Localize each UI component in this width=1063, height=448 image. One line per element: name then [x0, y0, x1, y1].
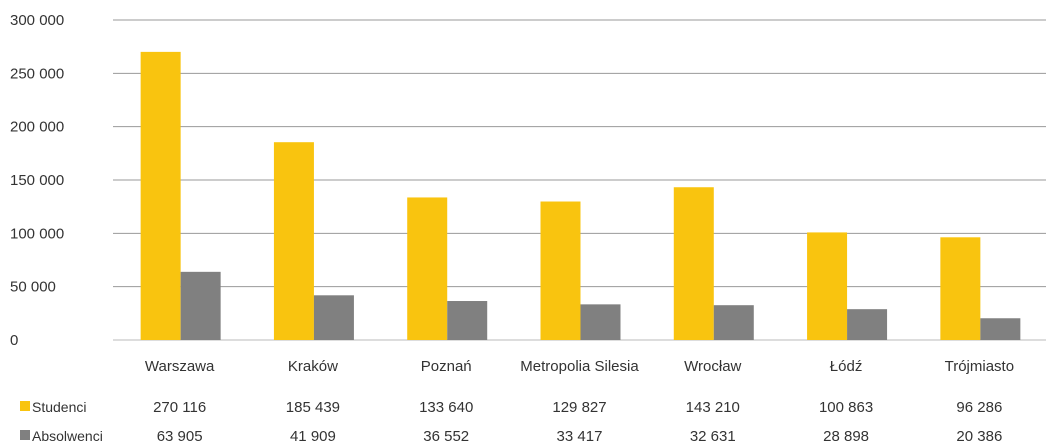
data-table-cell: 28 898: [823, 428, 869, 445]
bars: [140, 51, 1021, 340]
y-tick-label: 150 000: [10, 172, 64, 189]
y-tick-label: 100 000: [10, 225, 64, 242]
data-table-cell: 185 439: [286, 399, 340, 416]
bar-studenci-4: [673, 187, 714, 340]
data-table-cell: 133 640: [419, 399, 473, 416]
bar-studenci-1: [273, 142, 314, 340]
bar-absolwenci-6: [980, 318, 1021, 340]
x-category-label: Poznań: [421, 358, 472, 375]
y-tick-label: 0: [10, 332, 18, 349]
bar-studenci-5: [807, 232, 848, 340]
bar-studenci-6: [940, 237, 981, 340]
x-category-label: Trójmiasto: [945, 358, 1014, 375]
bar-studenci-3: [540, 201, 581, 340]
data-table-cell: 143 210: [686, 399, 740, 416]
bar-studenci-2: [407, 197, 448, 340]
bar-absolwenci-2: [447, 301, 488, 340]
data-table-cell: 96 286: [956, 399, 1002, 416]
y-tick-label: 250 000: [10, 65, 64, 82]
x-axis-categories: Warszawa Kraków Poznań Metropolia Silesia Wr…: [145, 358, 1014, 375]
data-table-cell: 36 552: [423, 428, 469, 445]
legend-label-studenci: Studenci: [32, 399, 86, 415]
data-table-cell: 32 631: [690, 428, 736, 445]
data-table-cell: 20 386: [956, 428, 1002, 445]
y-tick-label: 200 000: [10, 119, 64, 136]
x-category-label: Wrocław: [684, 358, 741, 375]
y-tick-label: 50 000: [10, 279, 56, 296]
data-table-cell: 100 863: [819, 399, 873, 416]
bar-absolwenci-1: [313, 295, 354, 340]
bar-absolwenci-0: [180, 271, 221, 340]
data-table-cell: 63 905: [157, 428, 203, 445]
data-table-cell: 33 417: [557, 428, 603, 445]
bar-studenci-0: [140, 51, 181, 340]
bar-absolwenci-4: [713, 305, 754, 340]
legend-label-absolwenci: Absolwenci: [32, 428, 103, 444]
data-table: Studenci 270 116 185 439 133 640 129 827 143 …: [20, 399, 1002, 445]
x-category-label: Kraków: [288, 358, 338, 375]
y-axis-ticks: 0 50 000 100 000 150 000 200 000 250 000 300 0…: [10, 12, 64, 349]
legend-swatch-absolwenci: [20, 430, 30, 440]
x-category-label: Warszawa: [145, 358, 215, 375]
bar-absolwenci-5: [847, 309, 888, 340]
data-table-cell: 129 827: [552, 399, 606, 416]
y-tick-label: 300 000: [10, 12, 64, 29]
x-category-label: Metropolia Silesia: [520, 358, 639, 375]
bar-absolwenci-3: [580, 304, 621, 340]
x-category-label: Łódź: [830, 358, 863, 375]
data-table-cell: 270 116: [153, 399, 206, 416]
legend-swatch-studenci: [20, 401, 30, 411]
data-table-cell: 41 909: [290, 428, 336, 445]
